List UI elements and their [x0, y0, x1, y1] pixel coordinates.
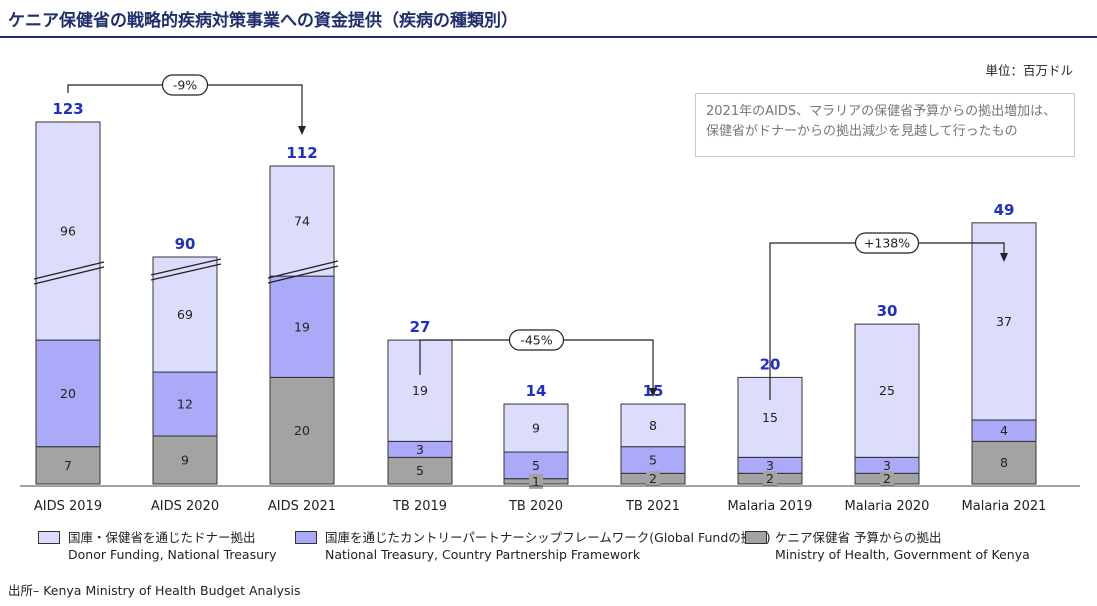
bar-value-donor-7: 25 [879, 383, 895, 398]
axis-break-mark-0 [33, 261, 105, 280]
category-label-6: Malaria 2019 [728, 499, 813, 510]
change-pill-0 [161, 74, 209, 96]
bar-value-box-6 [763, 471, 777, 487]
bar-value-ministry-0: 7 [64, 458, 72, 473]
axis-break-mark-0 [33, 266, 105, 285]
legend-label-partnership-ja: 国庫を通じたカントリーパートナーシップフレームワーク(Global Fundの拠… [325, 530, 771, 545]
bar-value-donor-8: 37 [996, 314, 1012, 329]
bar-value-partnership-1: 12 [177, 397, 193, 412]
bar-total-3: 27 [410, 318, 431, 336]
bar-segment-ministry-1 [152, 435, 218, 485]
bar-value-ministry-6: 2 [766, 471, 774, 486]
bar-value-partnership-5: 5 [649, 453, 657, 468]
legend-label-partnership-en: National Treasury, Country Partnership F… [325, 547, 641, 562]
bar-total-8: 49 [994, 201, 1015, 219]
bar-total-4: 14 [526, 382, 547, 400]
bar-total-0: 123 [52, 100, 83, 118]
change-pill-2 [854, 232, 920, 254]
change-pill-1 [508, 329, 565, 351]
legend-swatch-partnership [295, 531, 317, 544]
change-arrowhead-0 [298, 126, 306, 135]
category-label-4: TB 2020 [508, 499, 563, 510]
category-label-8: Malaria 2021 [962, 499, 1047, 510]
unit-label: 単位：百万ドル [985, 63, 1073, 78]
bar-total-2: 112 [286, 144, 317, 162]
bar-total-1: 90 [175, 235, 196, 253]
page-title: ケニア保健省の戦略的疾病対策事業への資金提供（疾病の種類別） [8, 11, 518, 31]
bar-value-ministry-3: 5 [416, 463, 424, 478]
bar-value-ministry-1: 9 [181, 453, 189, 468]
legend-swatch-ministry [745, 531, 767, 544]
bar-value-donor-3: 19 [412, 383, 428, 398]
source-note: 出所– Kenya Ministry of Health Budget Anal… [8, 583, 301, 598]
legend-swatch-donor [38, 531, 60, 544]
bar-segment-donor-0 [35, 121, 101, 341]
bar-segment-ministry-3 [387, 456, 453, 485]
bar-segment-partnership-1 [152, 371, 218, 437]
legend-label-ministry-ja: ケニア保健省 予算からの拠出 [775, 530, 942, 545]
bar-segment-donor-1 [152, 256, 218, 373]
bar-value-donor-2: 74 [294, 214, 310, 229]
legend-label-ministry-en: Ministry of Health, Government of Kenya [775, 547, 1030, 562]
bar-segment-donor-2 [269, 165, 335, 277]
bar-segment-donor-4 [503, 403, 569, 453]
change-arrowhead-1 [649, 388, 657, 397]
bar-value-donor-0: 96 [60, 224, 76, 239]
change-label-0: -9% [173, 78, 197, 93]
axis-break-mark-2 [267, 260, 339, 279]
bar-value-partnership-6: 3 [766, 458, 774, 473]
bar-value-partnership-3: 3 [416, 442, 424, 457]
change-arrowhead-2 [1000, 253, 1008, 262]
bar-value-partnership-0: 20 [60, 386, 76, 401]
legend-label-donor-en: Donor Funding, National Treasury [68, 547, 277, 562]
bar-value-ministry-7: 2 [883, 471, 891, 486]
bar-value-donor-6: 15 [762, 410, 778, 425]
bar-segment-donor-7 [854, 323, 920, 458]
axis-break-mark-1 [150, 258, 222, 276]
bar-value-box-4 [529, 473, 543, 489]
title-underline [0, 36, 1097, 38]
bar-value-partnership-2: 19 [294, 319, 310, 334]
bar-value-box-7 [880, 471, 894, 487]
change-label-2: +138% [864, 236, 910, 251]
bar-value-donor-4: 9 [532, 421, 540, 436]
bar-value-ministry-8: 8 [1000, 455, 1008, 470]
axis-break-mark-1 [150, 263, 222, 281]
category-label-3: TB 2019 [392, 499, 447, 510]
bar-value-box-5 [646, 471, 660, 487]
note-box: 2021年のAIDS、マラリアの保健省予算からの拠出増加は、保健省がドナーからの… [695, 93, 1075, 157]
category-label-5: TB 2021 [625, 499, 680, 510]
bar-segment-partnership-2 [269, 275, 335, 378]
bar-value-ministry-2: 20 [294, 423, 310, 438]
bar-segment-partnership-0 [35, 339, 101, 448]
category-label-1: AIDS 2020 [151, 499, 219, 510]
change-label-1: -45% [520, 333, 552, 348]
bar-segment-ministry-8 [971, 440, 1037, 485]
bar-value-partnership-4: 5 [532, 458, 540, 473]
bar-segment-donor-5 [620, 403, 686, 448]
bar-value-donor-1: 69 [177, 307, 193, 322]
bar-value-partnership-8: 4 [1000, 423, 1008, 438]
bar-segment-partnership-5 [620, 446, 686, 474]
category-label-7: Malaria 2020 [845, 499, 930, 510]
bar-segment-ministry-2 [269, 376, 335, 485]
category-label-2: AIDS 2021 [268, 499, 336, 510]
bar-value-partnership-7: 3 [883, 458, 891, 473]
bar-value-donor-5: 8 [649, 418, 657, 433]
legend-label-donor-ja: 国庫・保健省を通じたドナー拠出 [68, 530, 256, 545]
bar-total-7: 30 [877, 302, 898, 320]
axis-break-mark-2 [267, 265, 339, 284]
category-label-0: AIDS 2019 [34, 499, 102, 510]
bar-value-ministry-5: 2 [649, 471, 657, 486]
bar-value-ministry-4: 1 [532, 474, 540, 489]
